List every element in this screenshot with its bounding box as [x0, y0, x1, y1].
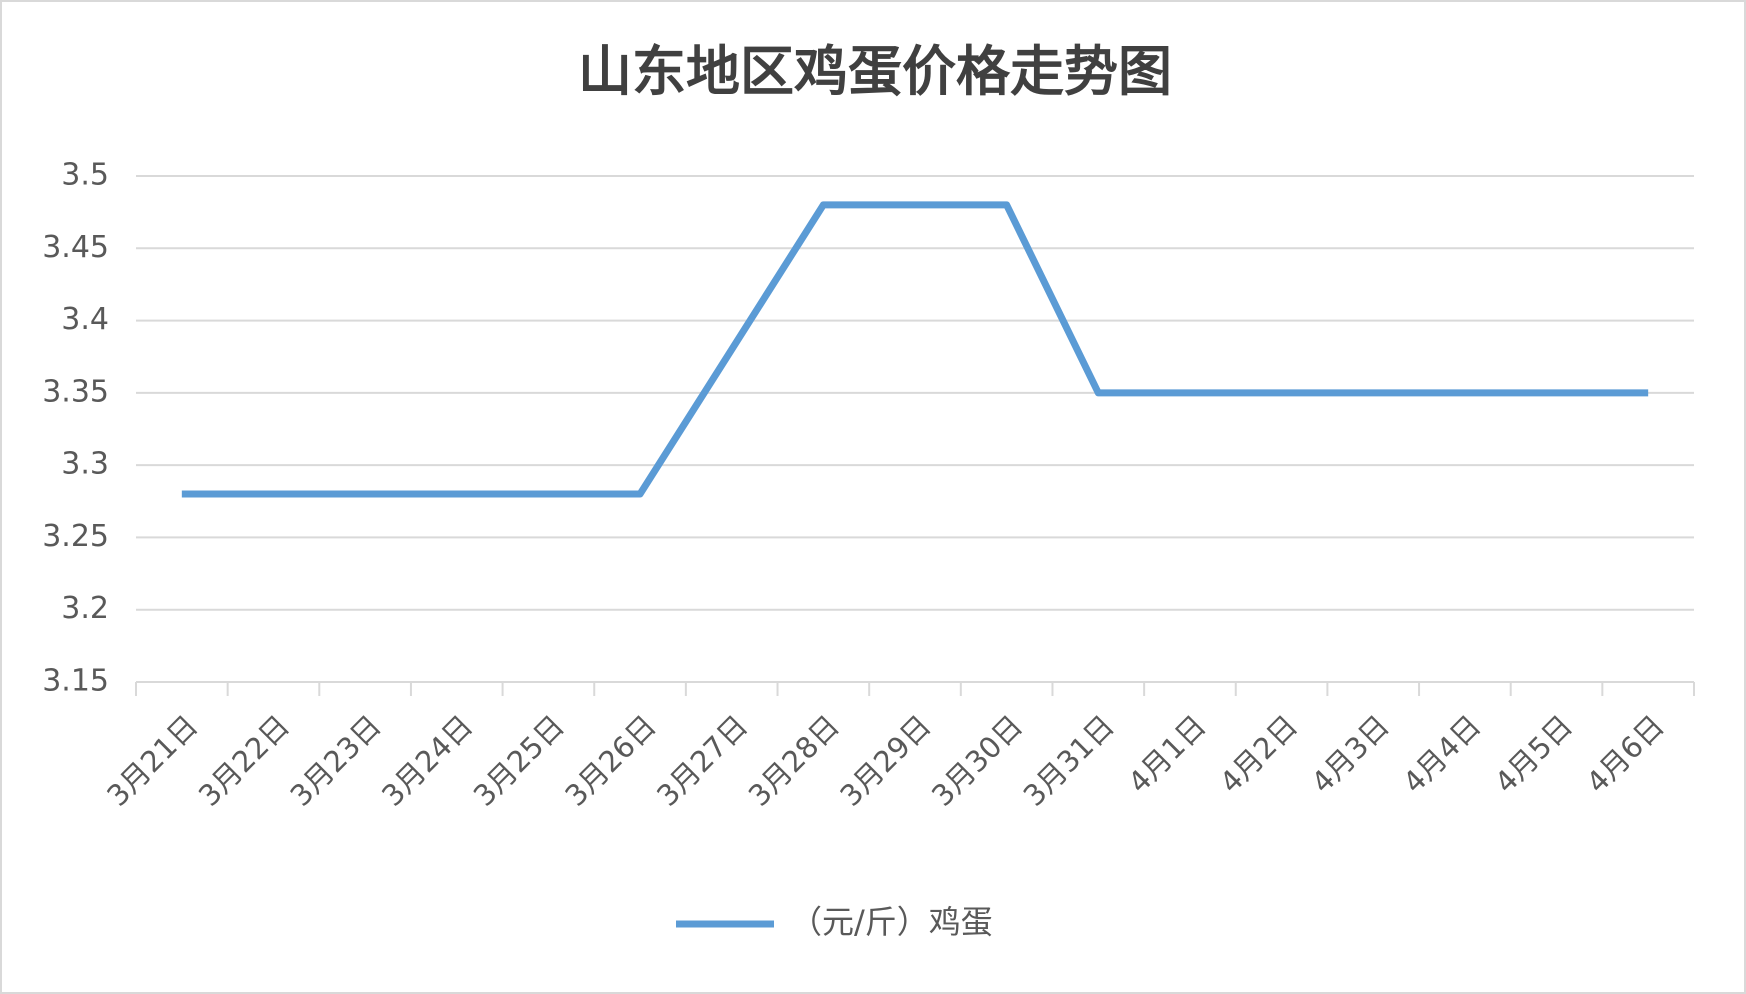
- y-tick-label: 3.3: [61, 447, 109, 482]
- chart-title: 山东地区鸡蛋价格走势图: [578, 39, 1172, 103]
- y-tick-label: 3.4: [61, 302, 109, 337]
- y-tick-label: 3.35: [42, 374, 109, 409]
- data-line: [181, 201, 1649, 498]
- y-tick-label: 3.25: [42, 519, 109, 554]
- y-tick-label: 3.2: [61, 591, 109, 626]
- y-tick-label: 3.15: [42, 664, 109, 699]
- y-tick-label: 3.45: [42, 230, 109, 265]
- y-tick-label: 3.5: [61, 158, 109, 193]
- legend-label: （元/斤）鸡蛋: [790, 903, 993, 941]
